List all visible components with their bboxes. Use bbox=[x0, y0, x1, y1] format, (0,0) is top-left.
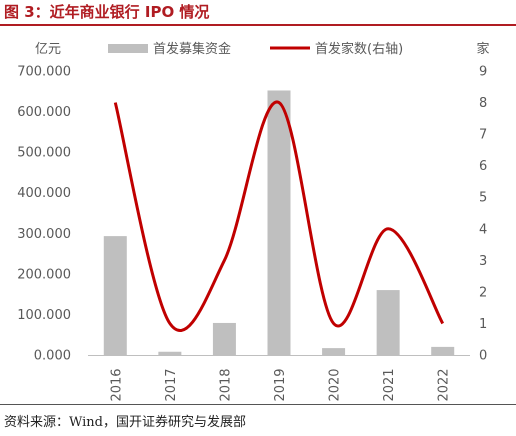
x-tick-label: 2018 bbox=[218, 368, 233, 401]
right-tick-label: 4 bbox=[479, 222, 487, 237]
bar bbox=[322, 348, 346, 355]
source-divider bbox=[0, 404, 516, 405]
right-tick-label: 9 bbox=[479, 65, 487, 80]
bar bbox=[103, 236, 127, 355]
x-tick-label: 2022 bbox=[437, 368, 452, 401]
right-tick-label: 2 bbox=[479, 285, 487, 300]
right-tick-label: 0 bbox=[479, 349, 487, 364]
right-tick-label: 6 bbox=[479, 159, 487, 174]
bar bbox=[158, 351, 182, 355]
left-tick-label: 200.000 bbox=[17, 267, 71, 282]
legend-bar-swatch bbox=[108, 44, 148, 53]
left-tick-label: 700.000 bbox=[17, 65, 71, 80]
right-axis-ticks: 0 1 2 3 4 5 6 7 8 9 bbox=[479, 65, 487, 364]
left-tick-label: 300.000 bbox=[17, 227, 71, 242]
x-tick-label: 2019 bbox=[273, 368, 288, 401]
right-tick-label: 1 bbox=[479, 317, 487, 332]
x-axis-ticks: 2016 2017 2018 2019 2020 2021 2022 bbox=[109, 368, 451, 401]
bar bbox=[376, 290, 400, 355]
left-tick-label: 400.000 bbox=[17, 186, 71, 201]
x-tick-label: 2021 bbox=[382, 368, 397, 401]
right-tick-label: 3 bbox=[479, 254, 487, 269]
figure-title: 图 3：近年商业银行 IPO 情况 bbox=[4, 3, 210, 21]
right-axis-unit: 家 bbox=[476, 41, 489, 57]
left-axis-unit: 亿元 bbox=[35, 42, 61, 57]
legend-bar-label: 首发募集资金 bbox=[153, 41, 231, 57]
chart: 首发募集资金 首发家数(右轴) 亿元 家 0.000100.000200.000… bbox=[17, 41, 489, 402]
x-tick-label: 2017 bbox=[164, 368, 179, 401]
left-tick-label: 0.000 bbox=[34, 349, 71, 364]
source-note: 资料来源：Wind，国开证券研究与发展部 bbox=[4, 415, 246, 430]
left-tick-label: 600.000 bbox=[17, 105, 71, 120]
right-tick-label: 7 bbox=[479, 128, 487, 143]
bar bbox=[431, 346, 455, 355]
left-axis-ticks: 0.000 100.000 200.000 300.000 400.000 500.000… bbox=[17, 65, 71, 364]
legend: 首发募集资金 首发家数(右轴) bbox=[108, 41, 403, 57]
x-tick-label: 2016 bbox=[109, 368, 124, 401]
line-series bbox=[113, 100, 445, 332]
legend-line-label: 首发家数(右轴) bbox=[315, 41, 403, 57]
bar bbox=[267, 90, 291, 355]
bar-series bbox=[103, 90, 455, 355]
left-tick-label: 500.000 bbox=[17, 146, 71, 161]
x-tick-label: 2020 bbox=[328, 368, 343, 401]
title-divider bbox=[0, 24, 516, 26]
bar bbox=[212, 322, 236, 355]
right-tick-label: 5 bbox=[479, 191, 487, 206]
left-tick-label: 100.000 bbox=[17, 308, 71, 323]
right-tick-label: 8 bbox=[479, 96, 487, 111]
